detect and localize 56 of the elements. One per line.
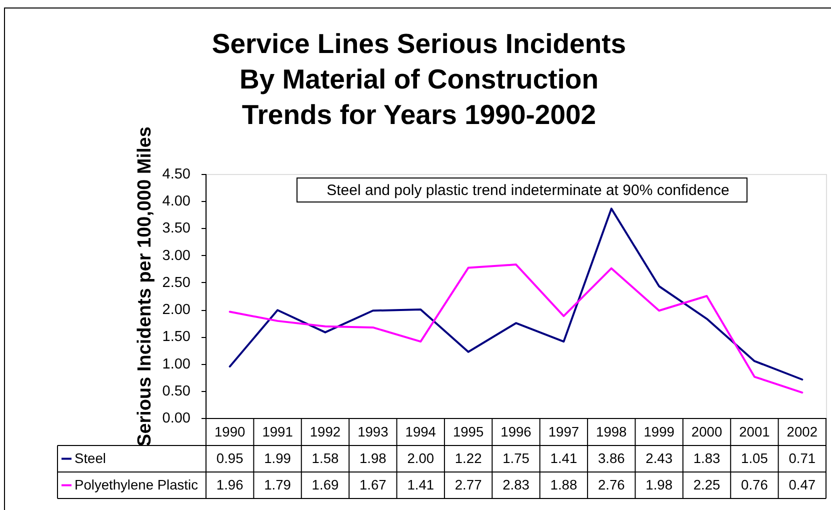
data-label: 2.00 [407, 450, 434, 466]
data-label: 1.83 [693, 450, 721, 466]
data-label: 1.69 [312, 477, 339, 492]
y-tick-label: 1.00 [162, 356, 190, 372]
data-label: 1.22 [454, 450, 482, 466]
data-label: 2.76 [598, 477, 626, 492]
legend-label: Polyethylene Plastic [74, 477, 198, 492]
annotation: Steel and poly plastic trend indeterminate at 90% confidence [326, 182, 730, 199]
data-label: 1.98 [646, 477, 673, 492]
x-tick-label: 1991 [262, 424, 293, 440]
y-tick-label: 4.00 [162, 194, 190, 210]
y-tick-label: 0.50 [162, 383, 190, 400]
data-label: 0.47 [788, 477, 816, 492]
data-label: 1.79 [264, 477, 292, 492]
data-label: 2.77 [454, 477, 482, 492]
data-label: 2.25 [693, 477, 721, 492]
data-label: 0.76 [741, 477, 768, 492]
data-label: 0.71 [788, 450, 816, 466]
data-label: 1.75 [502, 450, 530, 466]
x-tick-label: 1999 [644, 424, 675, 440]
data-label: 2.83 [502, 477, 530, 492]
x-tick-label: 1990 [214, 424, 246, 440]
data-label: 1.58 [312, 450, 339, 466]
chart-title: Service Lines Serious Incidents By Material of Construction Trends for Years 1990-2002 [212, 28, 626, 130]
x-tick-label: 2002 [786, 424, 818, 440]
x-tick-label: 2001 [739, 424, 770, 440]
line-series [228, 208, 804, 380]
x-tick-label: 2000 [691, 424, 722, 440]
y-axis-title: Serious Incidents per 100,000 Miles [134, 126, 156, 446]
x-tick-label: 1998 [596, 424, 628, 440]
data-label: 3.86 [598, 450, 626, 466]
y-tick-label: 4.50 [162, 166, 190, 182]
data-label: 1.88 [550, 477, 578, 492]
x-tick-label: 1994 [405, 424, 436, 440]
y-tick-label: 2.50 [162, 274, 190, 291]
data-label: 1.67 [359, 477, 386, 492]
x-tick-label: 1993 [358, 424, 389, 440]
x-tick-label: 1997 [548, 424, 580, 440]
data-label: 1.41 [550, 450, 578, 466]
x-tick-label: 1992 [310, 424, 341, 440]
data-label: 1.96 [216, 477, 244, 492]
data-label: 1.05 [741, 450, 768, 466]
data-label: 1.41 [407, 477, 434, 492]
line-series [228, 264, 804, 394]
legend-label: Steel [74, 450, 106, 466]
y-tick-label: 0.00 [162, 410, 190, 426]
y-tick-label: 3.00 [162, 248, 190, 264]
x-tick-label: 1996 [500, 424, 532, 440]
data-label: 1.98 [359, 450, 387, 466]
data-label: 1.99 [264, 450, 292, 466]
y-tick-label: 3.50 [162, 220, 190, 237]
x-tick-label: 1995 [452, 424, 484, 440]
y-tick-label: 1.50 [162, 329, 190, 346]
data-label: 2.43 [646, 450, 673, 466]
data-label: 0.95 [216, 450, 244, 466]
y-tick-label: 2.00 [162, 302, 190, 318]
